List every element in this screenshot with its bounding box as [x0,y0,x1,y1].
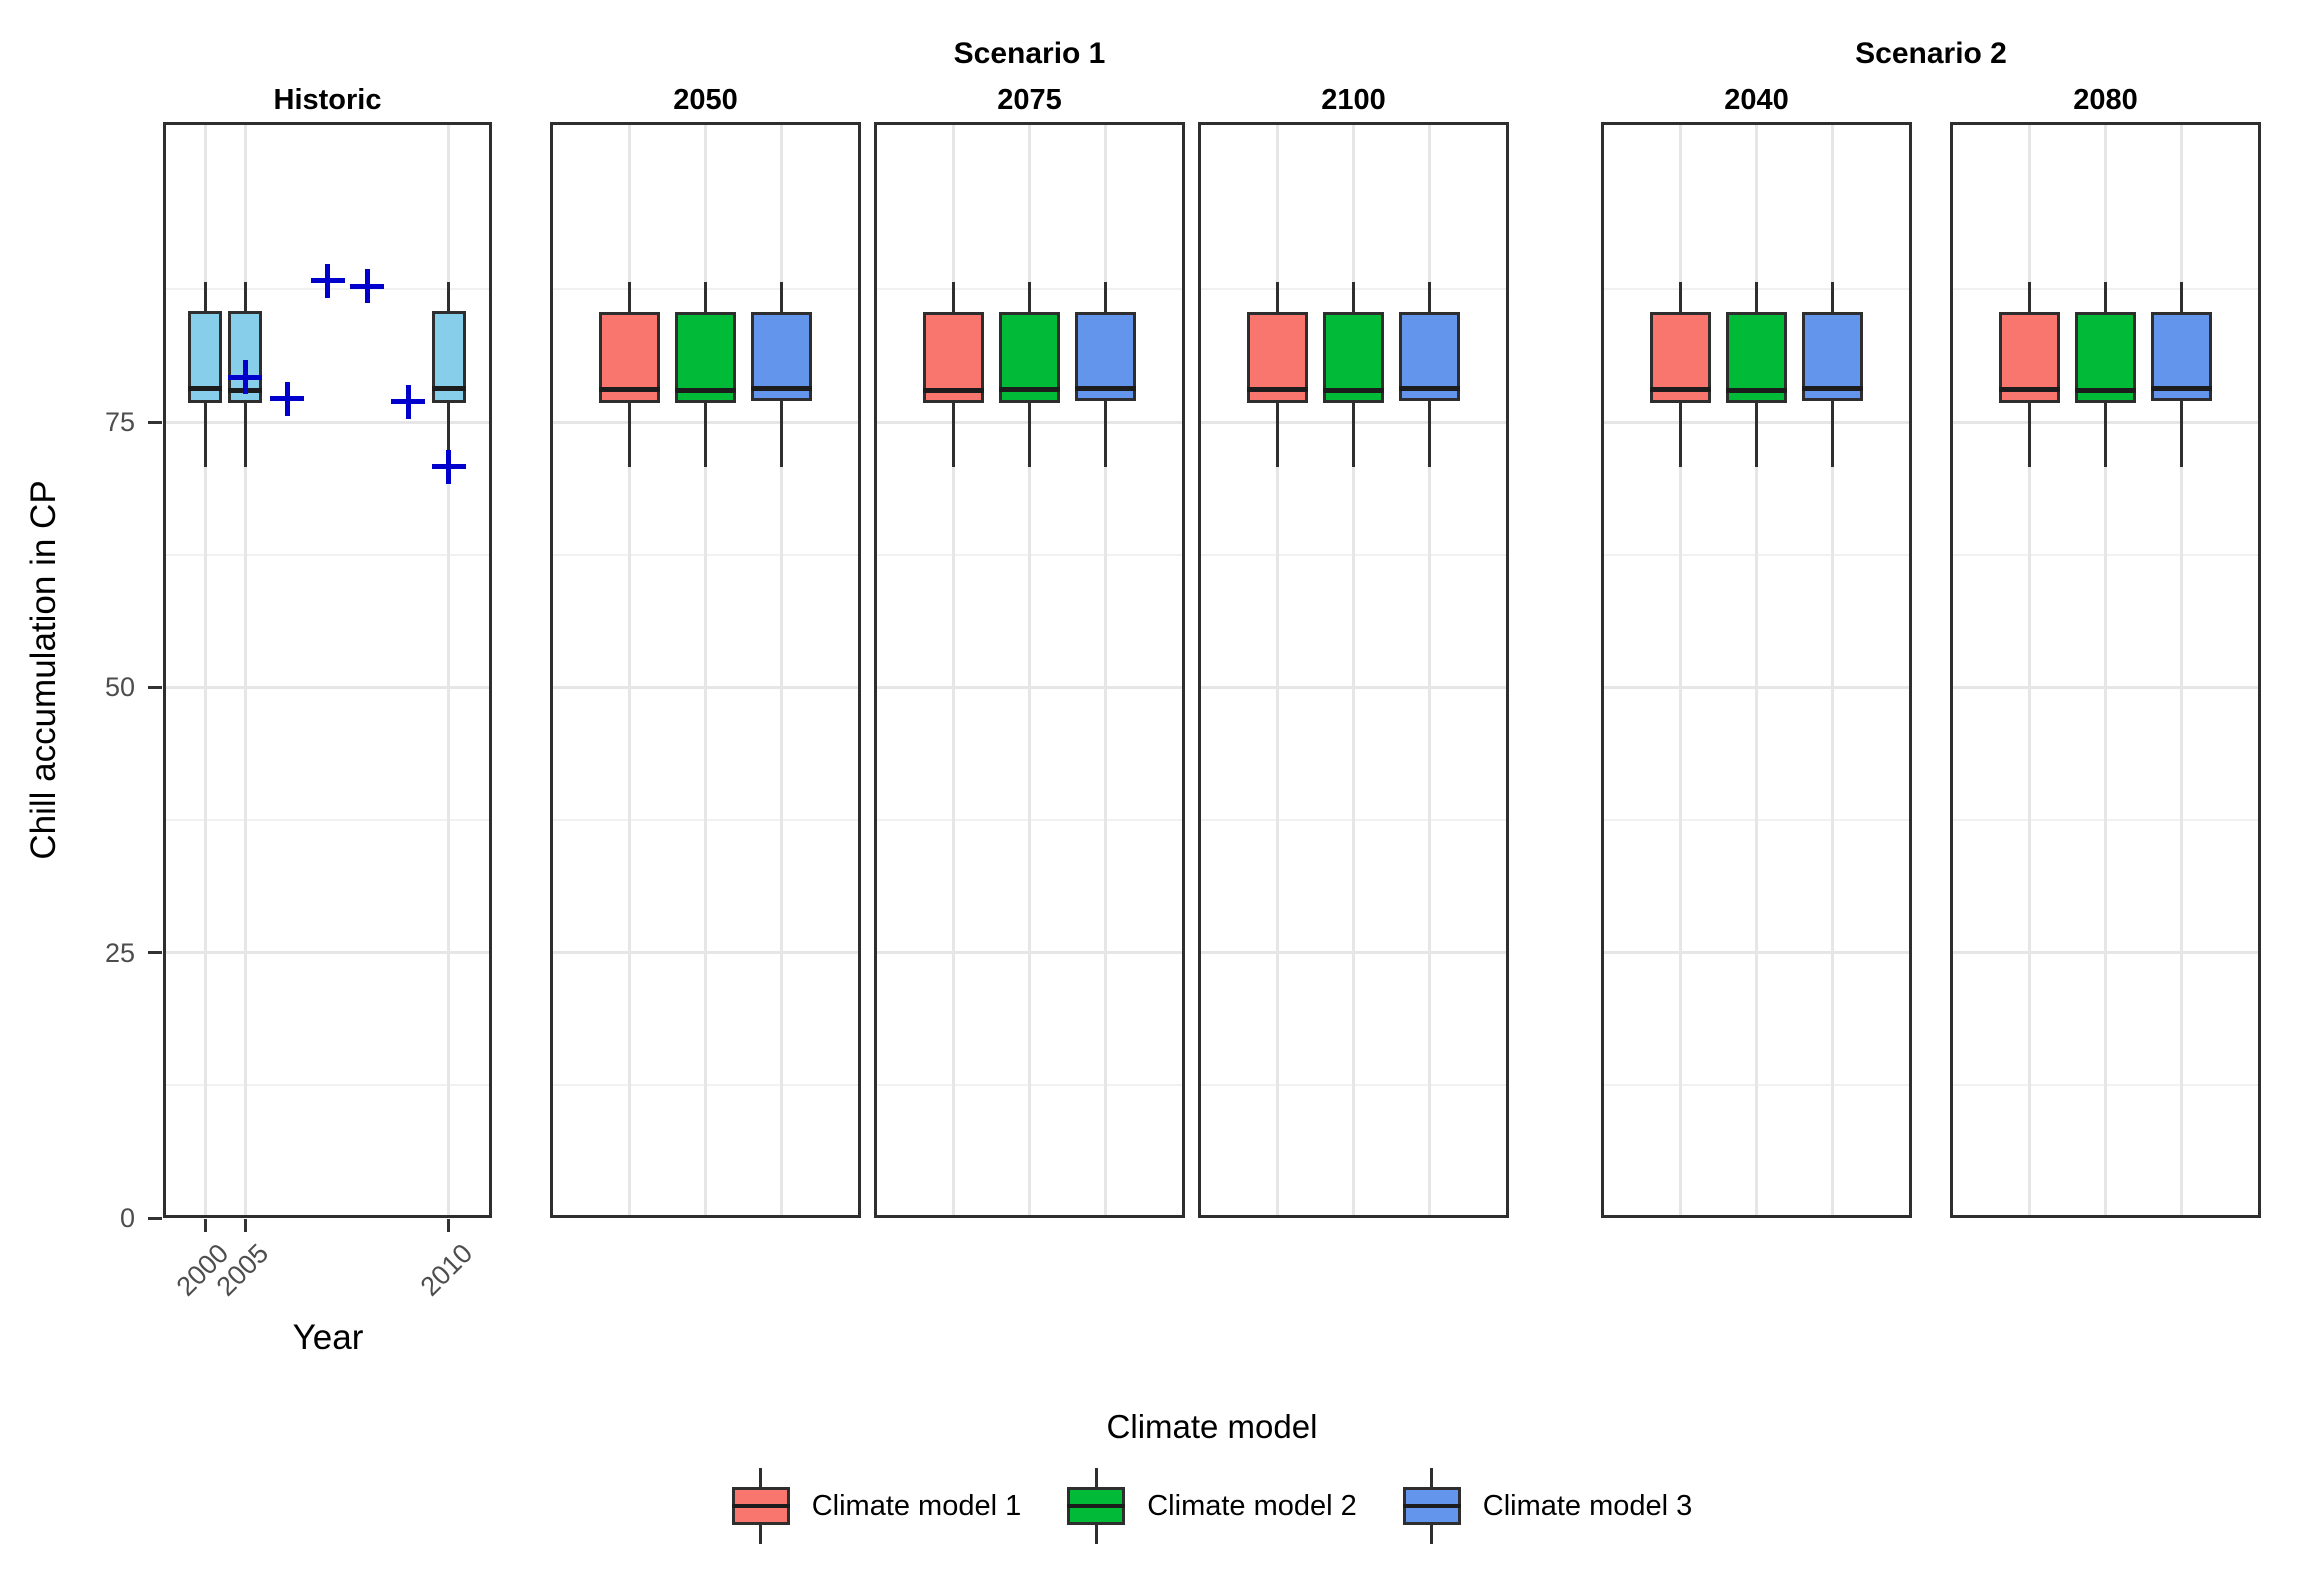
outlier-cross-v [242,360,248,395]
x-tick-label: 2010 [414,1238,478,1302]
boxplot-median [2075,387,2136,393]
y-tick-label: 50 [104,672,135,703]
gridline-minor [166,553,489,556]
outlier-point [350,269,385,304]
boxplot-median [1726,387,1787,393]
x-tick-mark [203,1219,207,1232]
outlier-point [310,263,345,298]
gridline-minor [166,819,489,821]
x-tick-mark [243,1219,247,1232]
legend-item-climate-model-2: Climate model 2 [1067,1468,1357,1544]
gridline-major [166,685,489,689]
boxplot-median [751,385,813,391]
strip-group-label: Scenario 1 [953,37,1106,70]
gridline-vertical [447,125,451,1215]
gridline-vertical [1104,125,1108,1215]
strip-panel-label-2050: 2050 [673,84,738,116]
y-tick-mark [148,420,162,424]
panel-2075 [874,122,1185,1218]
gridline-minor [166,1084,489,1087]
legend: Climate model 1 Climate model 2 Climate mo… [163,1468,2261,1544]
legend-label: Climate model 2 [1147,1489,1357,1522]
gridline-vertical [1831,125,1835,1215]
gridline-vertical [2104,125,2107,1215]
y-tick-label: 0 [119,1203,135,1233]
gridline-vertical [1275,125,1279,1215]
y-tick-mark [148,685,162,689]
strip-panel-label-historic: Historic [273,84,382,116]
outlier-point [270,381,305,416]
boxplot-median [999,386,1060,392]
outlier-point [431,449,466,484]
panel-2100 [1198,122,1509,1218]
y-tick-label: 25 [104,937,135,968]
gridline-major [166,420,489,424]
boxplot-median [922,387,984,393]
gridline-vertical [2027,125,2031,1215]
boxplot-median [1802,385,1864,391]
panel-2080 [1950,122,2261,1218]
legend-key-median [731,1504,790,1508]
boxplot-median [1246,386,1308,392]
legend-key-boxplot-icon [731,1468,790,1544]
legend-key-median [1067,1504,1126,1508]
boxplot-median [1075,385,1137,391]
legend-key-median [1402,1504,1461,1508]
y-axis-title: Chill accumulation in CP [24,480,63,860]
legend-key-boxplot-icon [1067,1468,1126,1544]
strip-panel-label-2100: 2100 [1321,84,1386,116]
strip-panel-label-2075: 2075 [997,84,1062,116]
y-tick-label: 75 [104,407,135,437]
outlier-cross-v [325,263,330,298]
x-tick-mark [447,1219,451,1232]
outlier-cross-v [405,384,411,419]
gridline-vertical [704,125,707,1215]
panel-2050 [550,122,861,1218]
boxplot-median [598,386,660,392]
gridline-vertical [1428,125,1432,1215]
gridline-vertical [2180,125,2184,1215]
strip-panel-label-2040: 2040 [1724,84,1789,116]
boxplot-median [1998,386,2060,392]
gridline-vertical [1678,125,1682,1215]
legend-item-climate-model-3: Climate model 3 [1402,1468,1693,1544]
gridline-vertical [1352,125,1355,1215]
strip-group-label: Scenario 2 [1855,37,2007,70]
gridline-vertical [203,125,207,1215]
legend-label: Climate model 1 [811,1489,1022,1522]
outlier-cross-v [284,381,290,416]
y-tick-mark [148,951,162,955]
boxplot-median [1399,385,1461,391]
boxplot-median [675,387,736,393]
legend-label: Climate model 3 [1482,1489,1693,1522]
legend-item-climate-model-1: Climate model 1 [731,1468,1022,1544]
gridline-vertical [627,125,631,1215]
outlier-point [391,384,426,419]
outlier-point [228,360,263,395]
gridline-vertical [1755,125,1758,1215]
outlier-cross-v [446,449,452,484]
gridline-vertical [1028,125,1031,1215]
gridline-vertical [243,125,247,1215]
legend-title: Climate model [1106,1408,1318,1445]
panel-historic [163,122,492,1218]
strip-panel-label-2080: 2080 [2073,84,2138,116]
y-tick-mark [148,1216,162,1220]
legend-key-boxplot-icon [1402,1468,1461,1544]
gridline-major [166,951,489,955]
outlier-cross-v [364,269,370,304]
gridline-vertical [780,125,784,1215]
panel-2040 [1601,122,1912,1218]
boxplot-median [1649,386,1711,392]
boxplot-median [2151,385,2213,391]
gridline-vertical [951,125,955,1215]
boxplot-median [1323,387,1384,393]
x-axis-title: Year [292,1318,364,1357]
boxplot-median [188,385,223,391]
boxplot-median [431,385,466,391]
